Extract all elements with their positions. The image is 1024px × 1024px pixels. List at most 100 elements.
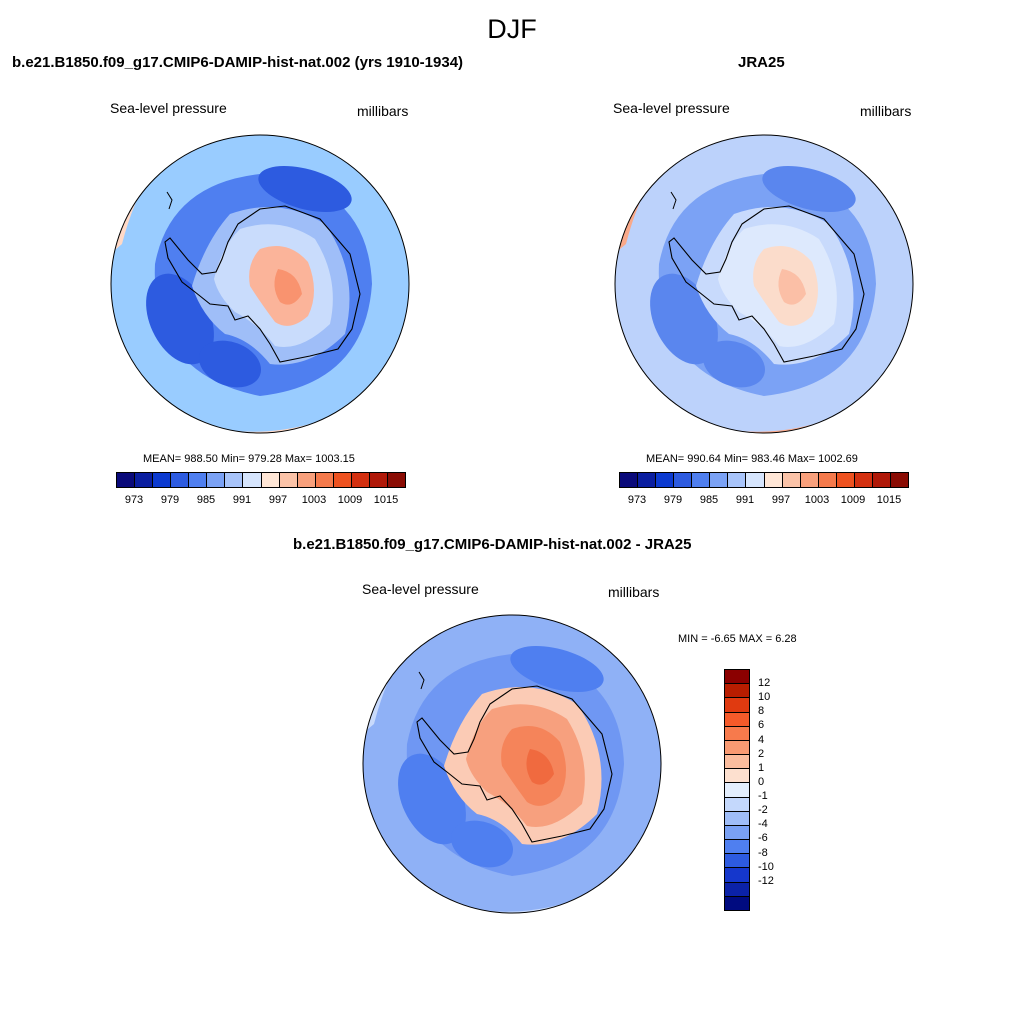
colorbar-tick-label: 1009 [337, 494, 363, 506]
colorbar-swatch [725, 684, 749, 699]
panel3-title: b.e21.B1850.f09_g17.CMIP6-DAMIP-hist-nat… [293, 536, 692, 553]
colorbar-tick-label: 1003 [301, 494, 327, 506]
panel3-colorbar [724, 669, 750, 911]
colorbar-swatch [692, 473, 711, 487]
panel1-map-border [110, 134, 410, 434]
panel2-variable-label: Sea-level pressure [613, 100, 730, 116]
colorbar-swatch [725, 755, 749, 770]
colorbar-swatch [225, 473, 244, 487]
colorbar-swatch [297, 473, 316, 487]
colorbar-swatch [764, 473, 783, 487]
colorbar-swatch [189, 473, 208, 487]
colorbar-swatch [725, 868, 749, 883]
colorbar-swatch [854, 473, 873, 487]
colorbar-swatch [725, 896, 749, 910]
colorbar-swatch [818, 473, 837, 487]
panel1-field [111, 135, 409, 433]
colorbar-swatch [725, 670, 749, 685]
colorbar-tick-label: 997 [771, 494, 791, 506]
colorbar-tick-label: 985 [196, 494, 216, 506]
colorbar-tick-label: 997 [268, 494, 288, 506]
colorbar-swatch [656, 473, 675, 487]
panel1-south-america-tip [166, 191, 173, 210]
panel1-title: b.e21.B1850.f09_g17.CMIP6-DAMIP-hist-nat… [12, 54, 464, 71]
colorbar-swatch [725, 712, 749, 727]
panel2-south-america-tip [670, 191, 677, 210]
panel1-low-north [258, 166, 352, 212]
colorbar-swatch [782, 473, 801, 487]
colorbar-tick-label: -10 [758, 860, 774, 873]
colorbar-swatch [117, 473, 136, 487]
colorbar-tick-label: 979 [160, 494, 180, 506]
panel3-polar-map [362, 614, 662, 914]
panel3-south-america-tip [418, 671, 425, 690]
colorbar-swatch [800, 473, 819, 487]
colorbar-swatch [369, 473, 388, 487]
panel1-variable-label: Sea-level pressure [110, 100, 227, 116]
colorbar-swatch [243, 473, 262, 487]
colorbar-swatch [725, 811, 749, 826]
colorbar-tick-label: 979 [663, 494, 683, 506]
colorbar-tick-label: 973 [627, 494, 647, 506]
colorbar-swatch [153, 473, 172, 487]
colorbar-swatch [725, 740, 749, 756]
colorbar-swatch [725, 783, 749, 798]
colorbar-swatch [387, 473, 405, 487]
colorbar-swatch [171, 473, 190, 487]
colorbar-tick-label: 991 [232, 494, 252, 506]
colorbar-swatch [674, 473, 693, 487]
colorbar-swatch [890, 473, 908, 487]
colorbar-tick-label: 985 [699, 494, 719, 506]
colorbar-tick-label: 4 [758, 733, 765, 746]
colorbar-swatch [746, 473, 765, 487]
colorbar-tick-label: -4 [758, 818, 768, 831]
panel3-plateau-core [526, 749, 554, 785]
colorbar-tick-label: 6 [758, 719, 765, 732]
panel2-units-label: millibars [860, 103, 912, 119]
colorbar-swatch [638, 473, 657, 487]
colorbar-swatch [135, 473, 154, 487]
panel3-units-label: millibars [608, 584, 660, 600]
panel1-colorbar [116, 472, 406, 488]
panel3-field [363, 615, 661, 913]
colorbar-swatch [836, 473, 855, 487]
colorbar-tick-label: 1003 [804, 494, 830, 506]
colorbar-tick-label: 12 [758, 677, 771, 690]
panel3-stats: MIN = -6.65 MAX = 6.28 [678, 633, 797, 645]
colorbar-swatch [872, 473, 891, 487]
colorbar-tick-label: 1015 [876, 494, 902, 506]
colorbar-tick-label: -2 [758, 804, 768, 817]
colorbar-swatch [351, 473, 370, 487]
figure-title: DJF [487, 14, 537, 44]
panel1-polar-map [110, 134, 410, 434]
colorbar-tick-label: 10 [758, 691, 771, 704]
colorbar-tick-label: 1 [758, 761, 765, 774]
colorbar-tick-label: -8 [758, 846, 768, 859]
colorbar-swatch [725, 882, 749, 897]
panel1-plateau-core [274, 269, 302, 305]
panel2-low-south [703, 340, 765, 388]
colorbar-swatch [315, 473, 334, 487]
colorbar-swatch [207, 473, 226, 487]
panel1-units-label: millibars [357, 103, 409, 119]
panel2-field [615, 135, 913, 433]
colorbar-swatch [279, 473, 298, 487]
panel2-low-north [762, 166, 856, 212]
panel2-stats: MEAN= 990.64 Min= 983.46 Max= 1002.69 [646, 453, 858, 465]
panel2-antarctica-coastline [668, 205, 865, 363]
colorbar-tick-label: 1009 [840, 494, 866, 506]
panel1-antarctica-coastline [164, 205, 361, 363]
colorbar-swatch [620, 473, 639, 487]
panel2-plateau-core [778, 269, 806, 305]
colorbar-swatch [725, 769, 749, 784]
panel3-low-south [451, 820, 513, 868]
colorbar-swatch [261, 473, 280, 487]
colorbar-swatch [725, 825, 749, 841]
colorbar-tick-label: 1015 [373, 494, 399, 506]
colorbar-tick-label: 991 [735, 494, 755, 506]
colorbar-swatch [725, 840, 749, 855]
panel3-map-border [362, 614, 662, 914]
colorbar-swatch [725, 698, 749, 713]
colorbar-swatch [725, 854, 749, 869]
colorbar-tick-label: -12 [758, 874, 774, 887]
